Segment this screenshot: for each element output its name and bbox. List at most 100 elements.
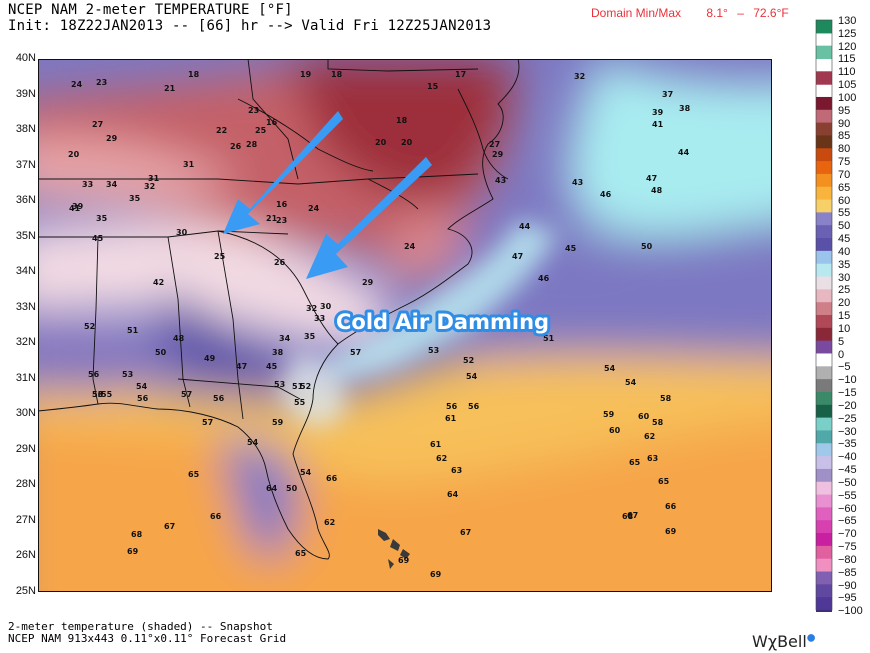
station-value: 24 xyxy=(308,204,320,213)
station-value: 39 xyxy=(652,108,664,117)
colorbar-label: −25 xyxy=(838,412,857,425)
lat-label: 32N xyxy=(15,336,36,348)
lat-label: 25N xyxy=(15,584,36,597)
colorbar-swatch xyxy=(816,379,832,393)
colorbar-label: 110 xyxy=(838,66,856,79)
station-value: 51 xyxy=(543,334,555,343)
station-value: 31 xyxy=(183,160,195,169)
station-value: 21 xyxy=(164,84,176,93)
colorbar-label: −50 xyxy=(838,476,857,489)
station-value: 56 xyxy=(213,394,225,403)
station-value: 30 xyxy=(320,302,332,311)
colorbar-swatch xyxy=(816,122,832,137)
annotation-label: Cold Air Damming xyxy=(333,307,552,337)
station-value: 66 xyxy=(665,502,677,511)
colorbar-frame xyxy=(815,19,833,611)
station-value: 68 xyxy=(622,512,634,521)
colorbar-swatch xyxy=(816,302,832,316)
station-value: 52 xyxy=(300,382,311,391)
station-value: 63 xyxy=(647,454,658,463)
station-value: 45 xyxy=(565,244,577,253)
station-value: 29 xyxy=(492,150,504,159)
colorbar-label: −70 xyxy=(838,528,857,541)
lat-label: 33N xyxy=(15,300,36,313)
lat-label: 36N xyxy=(15,194,36,206)
brand-dot-icon: ● xyxy=(806,632,816,644)
station-value: 47 xyxy=(646,174,657,183)
station-value: 41 xyxy=(69,204,81,213)
colorbar-swatch xyxy=(816,366,832,380)
station-value: 44 xyxy=(519,222,531,231)
station-value: 19 xyxy=(300,70,312,79)
colorbar xyxy=(815,19,833,612)
colorbar-label: 100 xyxy=(838,91,857,104)
colorbar-label: −65 xyxy=(838,515,857,528)
station-value: 45 xyxy=(92,234,104,243)
colorbar-label: −10 xyxy=(838,374,857,387)
colorbar-label: 45 xyxy=(838,233,851,246)
station-value: 46 xyxy=(600,190,612,199)
station-value: 61 xyxy=(445,414,457,423)
station-value: 67 xyxy=(627,511,638,520)
station-value: 67 xyxy=(460,528,471,537)
station-value: 67 xyxy=(164,522,175,531)
station-value: 25 xyxy=(255,126,267,135)
station-value: 25 xyxy=(214,252,226,261)
station-value: 65 xyxy=(295,549,307,558)
station-value: 35 xyxy=(129,194,141,203)
station-value: 20 xyxy=(375,138,387,147)
colorbar-label: 70 xyxy=(838,168,851,181)
colorbar-label: 10 xyxy=(838,322,851,335)
map-panel: 24 23 21 18 19 18 17 15 32 37 27 29 20 23 16 39 38 41 22 26… xyxy=(38,59,772,592)
station-value: 24 xyxy=(71,80,83,89)
lat-label: 39N xyxy=(15,87,36,100)
station-value: 66 xyxy=(210,512,222,521)
station-value: 31 xyxy=(148,174,160,183)
station-value: 60 xyxy=(609,426,621,435)
station-value: 51 xyxy=(127,326,139,335)
station-value: 54 xyxy=(300,468,312,477)
lat-label: 40N xyxy=(15,52,36,64)
colorbar-swatch xyxy=(816,558,832,573)
station-value: 50 xyxy=(641,242,653,251)
station-value: 16 xyxy=(266,118,278,127)
colorbar-label: −35 xyxy=(838,438,857,451)
station-value: 51 xyxy=(292,382,304,391)
map-frame xyxy=(38,59,772,592)
station-value: 45 xyxy=(266,362,278,371)
station-value: 65 xyxy=(658,477,670,486)
station-value: 57 xyxy=(202,418,213,427)
lat-label: 38N xyxy=(15,123,36,135)
station-value: 54 xyxy=(136,382,148,391)
station-value: 41 xyxy=(652,120,664,129)
station-value: 29 xyxy=(106,134,118,143)
station-value: 68 xyxy=(131,530,143,539)
colorbar-swatch xyxy=(816,353,832,367)
colorbar-swatch xyxy=(816,571,832,585)
colorbar-label: −60 xyxy=(838,502,857,515)
colorbar-swatch xyxy=(816,289,832,303)
colorbar-label: 15 xyxy=(838,310,851,323)
station-value: 52 xyxy=(463,356,474,365)
colorbar-label: 25 xyxy=(838,284,851,297)
colorbar-swatch xyxy=(816,520,832,534)
colorbar-label: −5 xyxy=(838,361,851,374)
colorbar-label: −75 xyxy=(838,541,857,554)
domain-min-value: 8.1° xyxy=(706,6,728,20)
station-value: 23 xyxy=(96,78,107,87)
station-value: 47 xyxy=(512,252,523,261)
colorbar-swatch xyxy=(816,391,832,406)
station-value: 58 xyxy=(652,418,664,427)
colorbar-swatch xyxy=(816,109,832,124)
station-value: 21 xyxy=(266,214,278,223)
station-value: 35 xyxy=(304,332,316,341)
station-value: 52 xyxy=(84,322,95,331)
colorbar-label: 0 xyxy=(838,348,845,361)
colorbar-swatch xyxy=(816,507,832,521)
station-value: 15 xyxy=(427,82,439,91)
station-value: 46 xyxy=(538,274,550,283)
station-value: 56 xyxy=(468,402,480,411)
station-value: 18 xyxy=(396,116,408,125)
colorbar-swatch xyxy=(816,20,832,34)
coastlines-and-borders xyxy=(38,59,520,560)
